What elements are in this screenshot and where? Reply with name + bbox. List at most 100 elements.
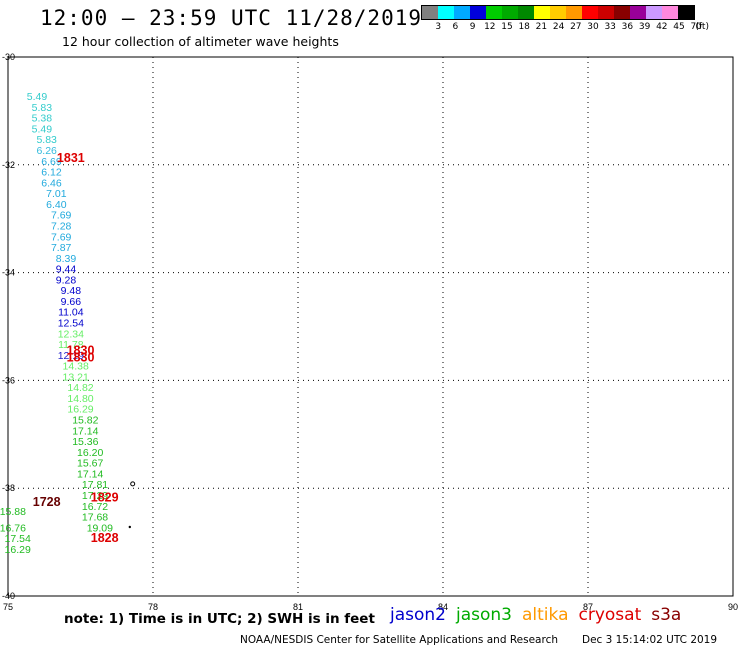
wave-height-value: 19.09 <box>87 522 113 534</box>
wave-height-value: 5.83 <box>32 102 53 114</box>
latitude-tick-label: -38 <box>2 483 15 493</box>
wave-height-value: 17.29 <box>82 490 108 502</box>
map-subtitle: 12 hour collection of altimeter wave hei… <box>62 34 339 49</box>
longitude-tick-label: 87 <box>583 602 593 612</box>
pass-time-label: 1829 <box>91 491 119 505</box>
wave-height-value: 9.48 <box>61 285 82 297</box>
legend-tick-label: 39 <box>638 22 651 32</box>
legend-tick-label: 12 <box>484 22 496 32</box>
legend-tick-label: 30 <box>587 22 599 32</box>
wave-height-value: 17.81 <box>82 479 108 491</box>
legend-swatch <box>534 6 550 19</box>
legend-swatch <box>454 6 470 19</box>
wave-height-value: 7.69 <box>51 210 72 222</box>
longitude-tick-label: 90 <box>728 602 738 612</box>
legend-tick-label: 21 <box>535 22 548 32</box>
wave-height-value: 15.88 <box>0 506 26 518</box>
wave-height-value: 5.49 <box>27 91 48 103</box>
island-marker <box>130 481 136 487</box>
wave-height-value: 17.68 <box>82 512 108 524</box>
legend-tick-label: 33 <box>604 22 616 32</box>
wave-height-value: 12.34 <box>58 328 84 340</box>
wave-height-value: 6.26 <box>36 145 57 157</box>
legend-swatch <box>566 6 582 19</box>
satellite-name: altika <box>522 605 569 625</box>
wave-height-value: 9.66 <box>61 296 82 308</box>
wave-height-value: 14.82 <box>67 382 93 394</box>
wave-height-value: 17.54 <box>5 533 31 545</box>
latitude-tick-label: -32 <box>2 160 15 170</box>
satellite-name: jason3 <box>456 605 512 625</box>
legend-tick-label: 42 <box>656 22 668 32</box>
legend-swatch-bar <box>421 5 695 20</box>
credit-line: NOAA/NESDIS Center for Satellite Applica… <box>240 634 558 646</box>
wave-height-value: 6.46 <box>41 177 62 189</box>
wave-height-value: 13.21 <box>63 371 89 383</box>
wave-height-value: 15.82 <box>72 415 98 427</box>
wave-height-value: 11.04 <box>58 307 84 319</box>
legend-swatch <box>422 6 438 19</box>
legend-swatch <box>582 6 598 19</box>
legend-tick-label: 18 <box>518 22 530 32</box>
legend-tick-label: (ft) <box>695 22 709 32</box>
wave-height-value: 6.12 <box>41 167 62 179</box>
wave-height-value: 16.76 <box>0 522 26 534</box>
legend-swatch <box>438 6 454 19</box>
legend-swatch <box>630 6 646 19</box>
map-title: 12:00 – 23:59 UTC 11/28/2019 <box>40 6 423 30</box>
generated-timestamp: Dec 3 15:14:02 UTC 2019 <box>582 634 718 646</box>
satellite-name: s3a <box>651 605 682 625</box>
latitude-tick-label: -40 <box>2 591 15 601</box>
legend-swatch <box>486 6 502 19</box>
legend-tick-label: 9 <box>469 22 476 32</box>
wave-height-value: 9.44 <box>56 264 77 276</box>
legend-tick-label: 3 <box>435 22 442 32</box>
legend-swatch <box>550 6 566 19</box>
wave-height-value: 14.38 <box>63 361 89 373</box>
pass-time-label: 1830 <box>67 344 95 358</box>
satellite-legend: jason2 jason3 altika cryosat s3a <box>390 605 691 625</box>
legend-swatch <box>502 6 518 19</box>
wave-height-value: 7.87 <box>51 242 72 254</box>
wave-height-value: 16.20 <box>77 447 103 459</box>
longitude-tick-label: 84 <box>438 602 448 612</box>
wave-height-value: 7.28 <box>51 220 72 232</box>
footer-note: note: 1) Time is in UTC; 2) SWH is in fe… <box>64 611 375 627</box>
wave-height-value: 16.29 <box>67 404 93 416</box>
latitude-tick-label: -30 <box>2 52 15 62</box>
wave-height-value: 15.36 <box>72 436 98 448</box>
legend-tick-labels: 3 6 9 12 15 18 21 24 27 30 33 36 39 42 45 70 (ft) <box>421 20 709 34</box>
legend-tick-label: 27 <box>570 22 582 32</box>
wave-height-value: 16.29 <box>5 544 31 556</box>
wave-height-value: 7.69 <box>51 231 72 243</box>
pass-time-label: 1830 <box>67 351 95 365</box>
legend-swatch <box>646 6 662 19</box>
longitude-tick-label: 81 <box>293 602 303 612</box>
legend-tick-label: 24 <box>552 22 565 32</box>
legend-tick-label: 45 <box>673 22 685 32</box>
legend-tick-label: 6 <box>452 22 459 32</box>
wave-height-value: 15.67 <box>77 458 103 470</box>
wave-height-value: 8.39 <box>56 253 77 265</box>
legend-swatch <box>518 6 534 19</box>
legend-tick-label: 36 <box>621 22 634 32</box>
satellite-name: jason2 <box>390 605 446 625</box>
map-frame <box>7 56 734 597</box>
legend-swatch <box>678 6 694 19</box>
wave-height-value: 5.38 <box>32 113 53 125</box>
legend-swatch <box>598 6 614 19</box>
satellite-name: cryosat <box>578 605 642 625</box>
longitude-tick-label: 78 <box>148 602 158 612</box>
legend-swatch <box>614 6 630 19</box>
latitude-tick-label: -34 <box>2 268 15 278</box>
pass-time-label: 1828 <box>91 531 119 545</box>
wave-height-value: 17.14 <box>77 468 103 480</box>
wave-height-value: 17.14 <box>72 425 98 437</box>
legend-tick-label: 70 <box>690 22 702 32</box>
wave-height-value: 12.19 <box>58 350 84 362</box>
wave-height-value: 16.72 <box>82 501 108 513</box>
latitude-tick-label: -36 <box>2 375 15 385</box>
wave-height-value: 5.83 <box>36 134 57 146</box>
wave-height-color-legend: 3 6 9 12 15 18 21 24 27 30 33 36 39 42 45 70 (ft) <box>421 5 709 34</box>
